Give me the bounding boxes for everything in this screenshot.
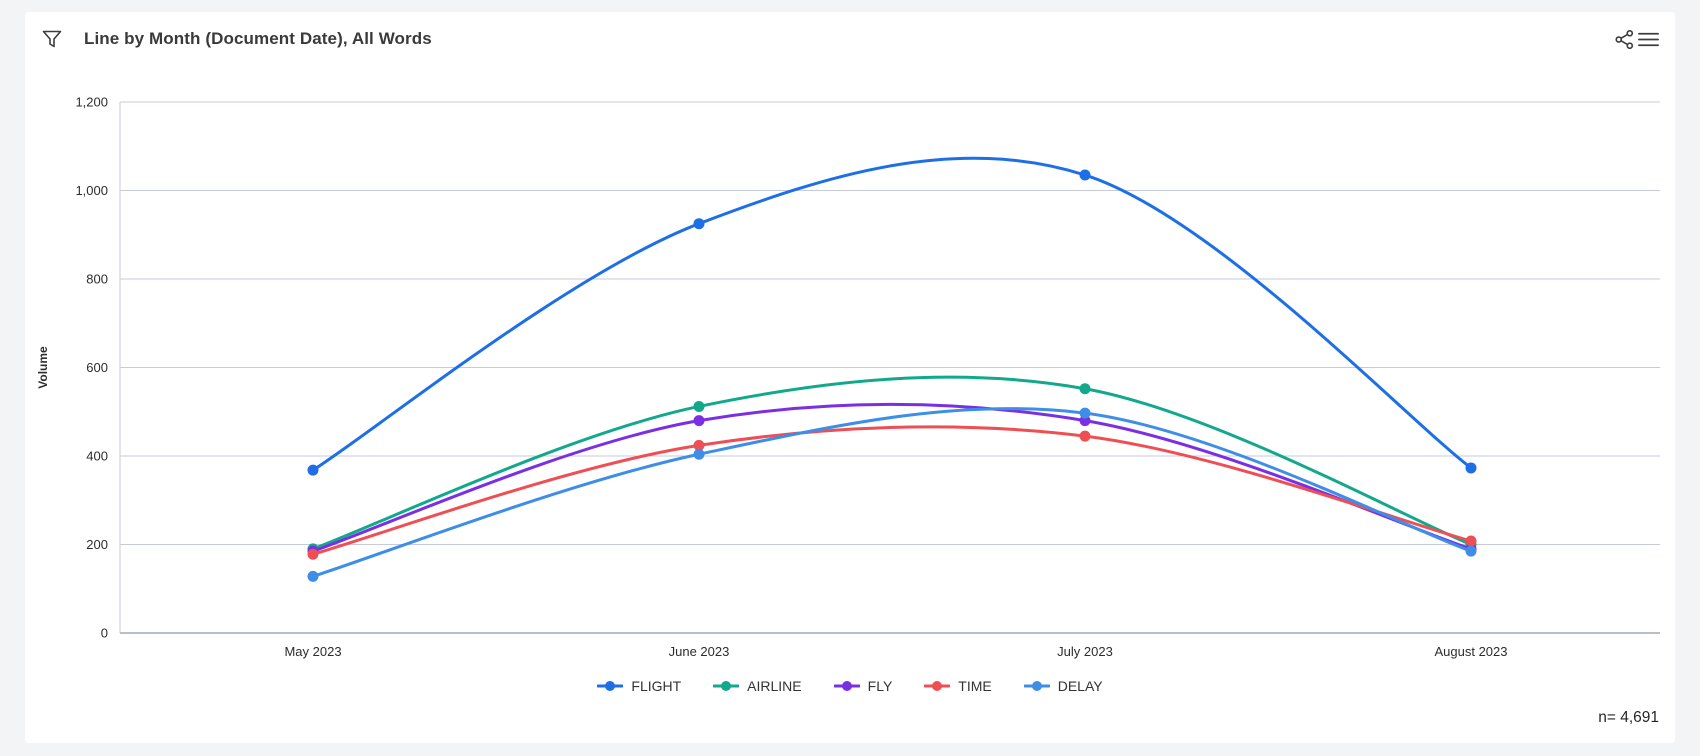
data-point-delay[interactable] xyxy=(307,570,319,582)
y-axis-title: Volume xyxy=(36,346,50,389)
legend-marker-icon xyxy=(713,681,740,691)
series-line-flight xyxy=(311,156,1473,472)
legend-marker-icon xyxy=(597,681,624,691)
data-point-time[interactable] xyxy=(1465,535,1477,547)
series-line-delay xyxy=(311,407,1473,578)
series-line-airline xyxy=(311,375,1473,551)
chart-legend: FLIGHT AIRLINE FLY TIME DELAY xyxy=(25,678,1675,694)
widget-header: Line by Month (Document Date), All Words xyxy=(40,24,1660,54)
legend-item-fly[interactable]: FLY xyxy=(833,678,893,694)
series-line-time xyxy=(311,425,1473,556)
data-point-time[interactable] xyxy=(1079,430,1091,442)
legend-marker-icon xyxy=(924,681,951,691)
data-point-fly[interactable] xyxy=(1079,415,1091,427)
legend-label: TIME xyxy=(958,678,992,694)
y-tick-label: 600 xyxy=(86,360,108,375)
legend-label: DELAY xyxy=(1057,678,1103,694)
widget-title: Line by Month (Document Date), All Words xyxy=(84,29,432,48)
legend-item-flight[interactable]: FLIGHT xyxy=(597,678,681,694)
data-point-airline[interactable] xyxy=(693,400,705,412)
data-point-time[interactable] xyxy=(307,548,319,560)
series-line-fly xyxy=(311,402,1473,553)
y-tick-label: 200 xyxy=(86,537,108,552)
share-icon[interactable] xyxy=(1612,27,1636,51)
data-point-delay[interactable] xyxy=(1079,407,1091,419)
legend-label: FLIGHT xyxy=(631,678,682,694)
legend-marker-icon xyxy=(1023,681,1050,691)
y-tick-label: 1,200 xyxy=(75,95,108,110)
y-tick-label: 800 xyxy=(86,272,108,287)
data-point-fly[interactable] xyxy=(693,415,705,427)
data-point-flight[interactable] xyxy=(693,218,705,230)
y-tick-label: 400 xyxy=(86,449,108,464)
data-point-airline[interactable] xyxy=(1079,383,1091,395)
legend-item-airline[interactable]: AIRLINE xyxy=(713,678,802,694)
menu-icon[interactable] xyxy=(1636,27,1660,51)
line-chart: 0 200 400 600 800 1,000 1,200 Volume May 2023 Jun… xyxy=(36,95,1660,659)
data-point-time[interactable] xyxy=(693,439,705,451)
x-tick-label: July 2023 xyxy=(1057,644,1113,659)
x-tick-label: June 2023 xyxy=(669,644,730,659)
data-point-flight[interactable] xyxy=(1079,169,1091,181)
x-tick-label: August 2023 xyxy=(1434,644,1507,659)
data-point-delay[interactable] xyxy=(1465,545,1477,557)
data-point-delay[interactable] xyxy=(693,448,705,460)
data-point-flight[interactable] xyxy=(307,464,319,476)
legend-label: FLY xyxy=(867,678,893,694)
legend-label: AIRLINE xyxy=(747,678,802,694)
data-point-flight[interactable] xyxy=(1465,462,1477,474)
filter-icon[interactable] xyxy=(40,27,64,51)
chart-widget-card: Line by Month (Document Date), All Words xyxy=(25,12,1675,743)
sample-size-label: n= 4,691 xyxy=(1598,709,1659,726)
legend-marker-icon xyxy=(833,681,860,691)
legend-item-delay[interactable]: DELAY xyxy=(1023,678,1103,694)
legend-item-time[interactable]: TIME xyxy=(924,678,992,694)
y-tick-label: 1,000 xyxy=(75,183,108,198)
y-tick-label: 0 xyxy=(101,626,108,641)
x-tick-label: May 2023 xyxy=(284,644,341,659)
